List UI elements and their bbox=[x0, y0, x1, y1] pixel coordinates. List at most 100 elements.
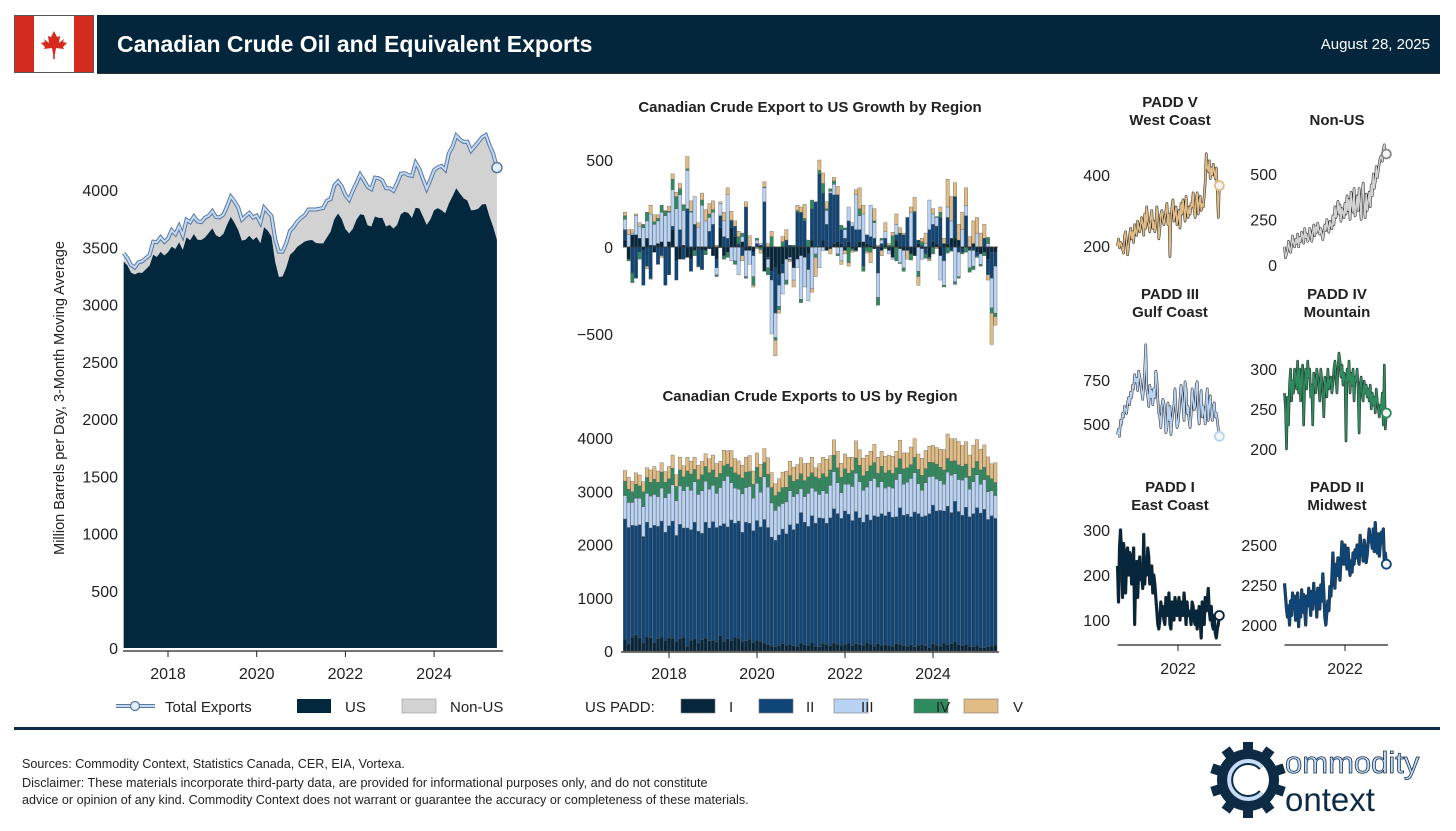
stacked-bar-padd-iv bbox=[762, 462, 767, 478]
stacked-bar-padd-ii bbox=[696, 531, 701, 644]
growth-bar-padd-i bbox=[832, 243, 836, 248]
padd-legend-title: US PADD: bbox=[585, 699, 655, 716]
stacked-bar-padd-ii bbox=[865, 514, 869, 643]
growth-bar-padd-ii bbox=[942, 246, 946, 262]
stacked-bar-padd-ii bbox=[729, 519, 734, 641]
growth-bar-padd-iii bbox=[634, 215, 638, 235]
stacked-bar-padd-iii bbox=[711, 485, 715, 522]
stacked-bar-padd-iii bbox=[784, 501, 789, 535]
growth-bar-padd-ii bbox=[916, 239, 921, 244]
legend-swatch-padd-v bbox=[963, 698, 999, 714]
growth-bar-padd-iii bbox=[685, 170, 690, 209]
growth-bar-padd-ii bbox=[736, 243, 741, 246]
growth-bar-padd-iv bbox=[828, 188, 833, 192]
stacked-bar-padd-v bbox=[949, 438, 954, 462]
growth-bar-padd-ii bbox=[725, 238, 730, 248]
stacked-bar-padd-iii bbox=[821, 490, 825, 519]
stacked-bar-padd-ii bbox=[898, 507, 902, 645]
growth-bar-padd-ii bbox=[876, 248, 880, 274]
growth-bar-padd-iii bbox=[747, 250, 752, 265]
stacked-bar-padd-iv bbox=[637, 485, 642, 499]
growth-bar-padd-ii bbox=[692, 224, 697, 248]
stacked-bar-padd-ii bbox=[876, 516, 880, 644]
stacked-bar-padd-i bbox=[780, 643, 785, 652]
stacked-bar-padd-iii bbox=[674, 500, 679, 536]
growth-bar-padd-v bbox=[953, 182, 957, 197]
growth-bar-padd-i bbox=[711, 246, 715, 256]
stacked-bar-padd-i bbox=[810, 642, 814, 652]
growth-bar-padd-v bbox=[788, 259, 792, 262]
stacked-bar-padd-ii bbox=[725, 526, 730, 639]
growth-bar-padd-iii bbox=[744, 250, 748, 277]
growth-bar-padd-v bbox=[652, 214, 657, 222]
padd_iv-y-tick-label: 250 bbox=[1250, 402, 1277, 419]
stacked-bar-padd-ii bbox=[634, 525, 638, 636]
growth-bar-padd-v bbox=[725, 187, 730, 195]
stacked-bar-padd-ii bbox=[681, 527, 686, 638]
stacked-bar-padd-iii bbox=[626, 502, 631, 528]
stacked-bar-padd-v bbox=[744, 456, 748, 473]
stacked-bar-padd-iv bbox=[725, 463, 730, 477]
stacked-bar-padd-i bbox=[843, 643, 847, 652]
growth-bar-padd-iii bbox=[832, 184, 836, 195]
padd_iii-y-tick-label: 500 bbox=[1083, 417, 1110, 434]
legend-swatch-padd-iii bbox=[833, 698, 869, 714]
growth-bar-padd-v bbox=[744, 201, 748, 208]
stacked-bar-padd-v bbox=[942, 449, 946, 471]
growth-bar-padd-iii bbox=[876, 272, 880, 298]
growth-bar-padd-iv bbox=[971, 265, 976, 270]
growth-bar-padd-i bbox=[938, 246, 943, 256]
stacked-bar-padd-ii bbox=[978, 512, 983, 648]
stacked-bar-padd-v bbox=[806, 462, 811, 478]
growth-bar-padd-ii bbox=[861, 246, 866, 267]
stacked-bar-padd-ii bbox=[795, 523, 800, 647]
growth-bar-padd-v bbox=[648, 205, 653, 215]
growth-bar-padd-ii bbox=[707, 231, 712, 248]
padd_iii-line bbox=[1116, 344, 1221, 438]
stacked-bar-padd-ii bbox=[773, 540, 778, 647]
stacked-bar-padd-ii bbox=[788, 524, 792, 645]
stacked-bar-padd-ii bbox=[663, 532, 668, 641]
growth-bar-padd-iv bbox=[659, 205, 664, 213]
stacked-bar-padd-ii bbox=[909, 516, 913, 645]
growth-bar-padd-v bbox=[813, 257, 818, 277]
y-tick-label: 4000 bbox=[82, 183, 118, 200]
stacked-bar-padd-ii bbox=[975, 507, 979, 646]
stacked-bar-padd-v bbox=[648, 469, 653, 483]
stacked-bar-padd-iii bbox=[736, 488, 741, 522]
growth-bar-padd-i bbox=[857, 241, 862, 248]
growth-bar-padd-i bbox=[659, 241, 664, 248]
stacked-bar-padd-i bbox=[934, 644, 939, 652]
stacked-bar-padd-v bbox=[832, 439, 836, 456]
stacked-bar-padd-ii bbox=[674, 535, 679, 642]
stacked-bar-padd-iv bbox=[667, 478, 671, 494]
growth-bar-padd-iv bbox=[953, 281, 957, 285]
stacked-bar-padd-iii bbox=[868, 480, 873, 521]
stacked-bar-padd-v bbox=[802, 463, 807, 481]
growth-bar-padd-ii bbox=[799, 212, 803, 248]
growth-bar-padd-iv bbox=[648, 278, 653, 280]
stacked-bar-padd-ii bbox=[912, 511, 917, 647]
growth-bar-padd-v bbox=[835, 185, 840, 195]
stacked-bar-padd-ii bbox=[839, 518, 844, 646]
stacked-bar-padd-iii bbox=[766, 486, 770, 528]
growth-bar-padd-v bbox=[729, 211, 734, 221]
growth-bar-padd-iv bbox=[725, 252, 730, 258]
stacked-bar-padd-v bbox=[670, 454, 675, 469]
stacked-bar-padd-iii bbox=[890, 487, 895, 518]
stacked-bar-padd-iv bbox=[700, 474, 704, 491]
stacked-bar-padd-v bbox=[762, 448, 767, 463]
stacked-bar-padd-v bbox=[722, 450, 726, 466]
padd_ii-title-line-2: Midwest bbox=[1307, 497, 1366, 514]
growth-bar-padd-iii bbox=[652, 224, 657, 246]
growth-bar-padd-v bbox=[879, 250, 884, 256]
padd_i-x-tick-label: 2022 bbox=[1160, 661, 1196, 678]
sources-text: Sources: Commodity Context, Statistics C… bbox=[22, 757, 405, 771]
growth-bar-padd-iii bbox=[736, 246, 741, 276]
x-tick-label: 2020 bbox=[239, 666, 275, 683]
stacked-bar-padd-i bbox=[890, 646, 895, 652]
stacked-bar-padd-i bbox=[630, 636, 635, 652]
stacked-bar-padd-ii bbox=[637, 524, 642, 638]
legend-label-us: US bbox=[345, 699, 366, 716]
stacked-bar-padd-iii bbox=[707, 488, 712, 529]
